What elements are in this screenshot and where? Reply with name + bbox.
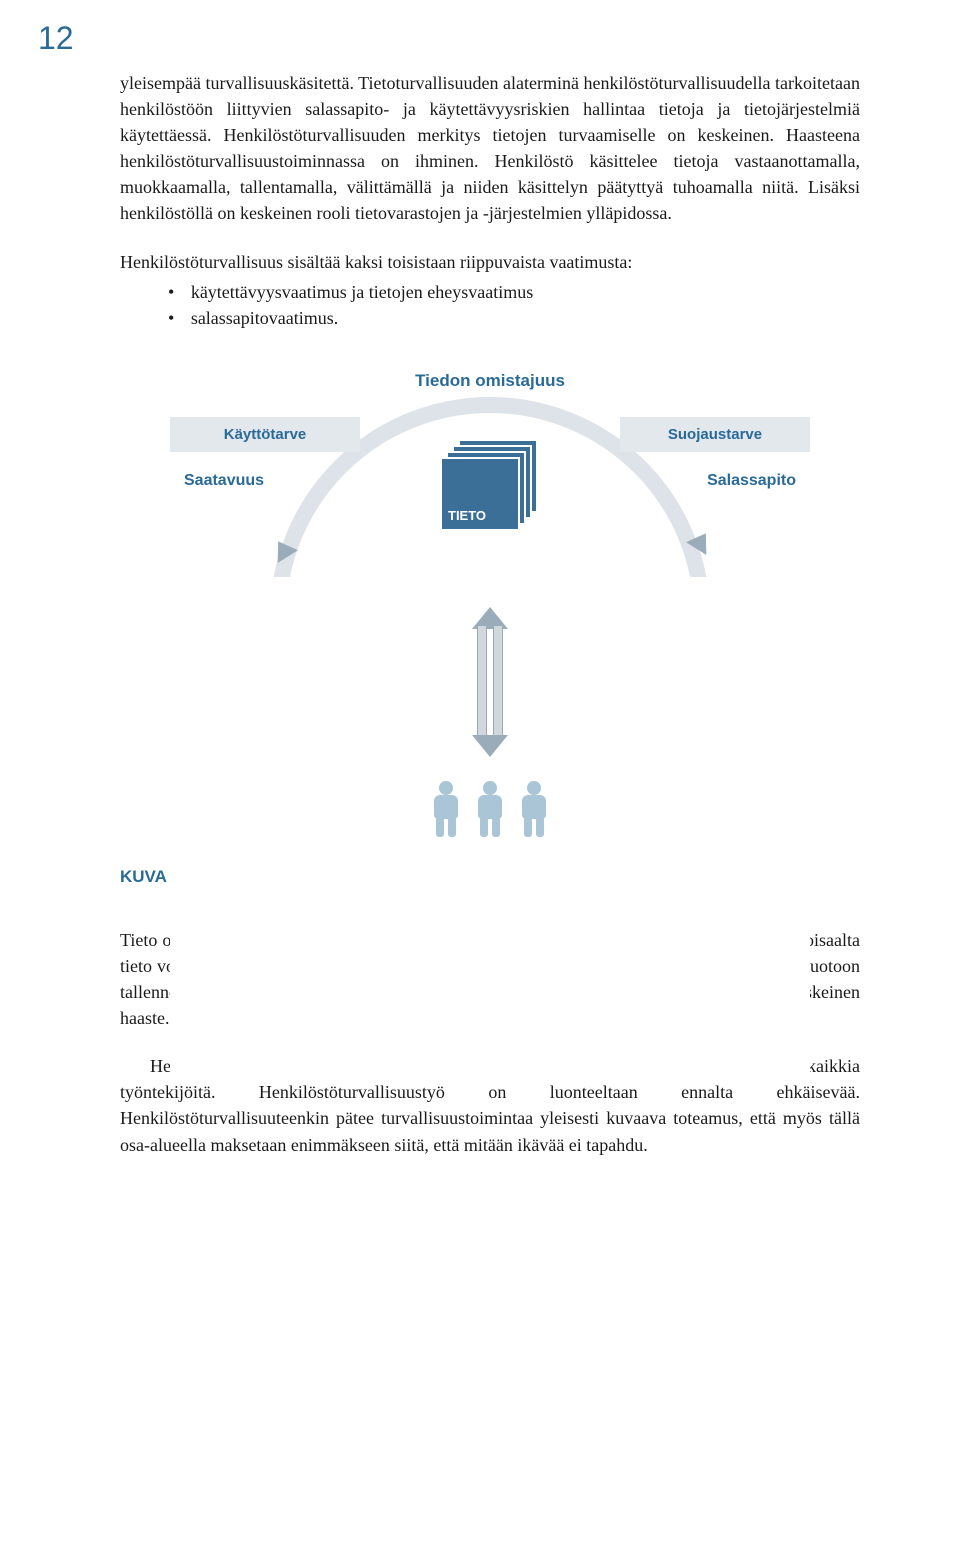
bullet-2: salassapitovaatimus. bbox=[190, 305, 860, 331]
diagram-title: Tiedon omistajuus bbox=[170, 371, 810, 391]
person-icon bbox=[430, 781, 462, 837]
label-saatavuus: Saatavuus bbox=[170, 458, 360, 490]
diagram-arc-area: Käyttötarve Saatavuus Suojaustarve Salas… bbox=[170, 417, 810, 597]
tieto-label: TIETO bbox=[448, 508, 486, 523]
person-icon bbox=[518, 781, 550, 837]
top-left-col: Käyttötarve Saatavuus bbox=[170, 417, 360, 490]
bullet-1: käytettävyysvaatimus ja tietojen eheysva… bbox=[190, 279, 860, 305]
page-number: 12 bbox=[38, 20, 74, 57]
label-salassapito: Salassapito bbox=[620, 458, 810, 490]
box-kayttotarve: Käyttötarve bbox=[170, 417, 360, 452]
page-content: yleisempää turvallisuuskäsitettä. Tietot… bbox=[0, 0, 960, 1158]
top-right-col: Suojaustarve Salassapito bbox=[620, 417, 810, 490]
tieto-card-stack: TIETO bbox=[440, 439, 540, 531]
person-icon bbox=[474, 781, 506, 837]
paragraph-1: yleisempää turvallisuuskäsitettä. Tietot… bbox=[120, 70, 860, 227]
card-icon: TIETO bbox=[440, 457, 520, 531]
box-suojaustarve: Suojaustarve bbox=[620, 417, 810, 452]
figure-1-diagram: Tiedon omistajuus Käyttötarve Saatavuus … bbox=[170, 371, 810, 837]
requirement-list: käytettävyysvaatimus ja tietojen eheysva… bbox=[120, 279, 860, 331]
paragraph-2-intro: Henkilöstöturvallisuus sisältää kaksi to… bbox=[120, 249, 860, 275]
vertical-double-arrow-icon bbox=[473, 607, 507, 757]
people-icons bbox=[430, 781, 550, 837]
